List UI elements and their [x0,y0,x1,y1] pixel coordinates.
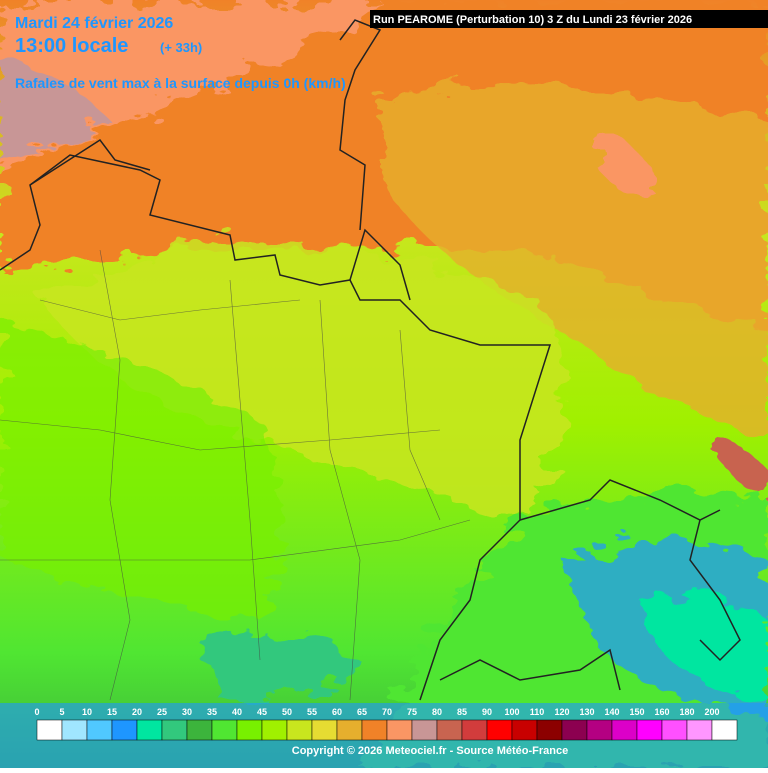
run-info: Run PEAROME (Perturbation 10) 3 Z du Lun… [373,14,692,26]
legend-swatch [236,719,263,741]
legend-label: 90 [482,707,492,717]
legend-swatch [686,719,713,741]
legend-swatch [286,719,313,741]
run-banner [370,10,768,28]
legend-label: 150 [629,707,644,717]
legend-label: 30 [182,707,192,717]
offset: (+ 33h) [160,40,202,55]
date: Mardi 24 février 2026 [15,15,173,32]
legend-swatch [86,719,113,741]
legend-label: 55 [307,707,317,717]
legend-swatch [61,719,88,741]
time: 13:00 locale [15,35,128,57]
legend-label: 160 [654,707,669,717]
legend-swatch [336,719,363,741]
legend-swatch [111,719,138,741]
legend-label: 20 [132,707,142,717]
legend-label: 140 [604,707,619,717]
legend-swatch [461,719,488,741]
legend-label: 200 [704,707,719,717]
legend-swatch [561,719,588,741]
legend-swatch [211,719,238,741]
legend-label: 70 [382,707,392,717]
legend-label: 60 [332,707,342,717]
legend-swatch [361,719,388,741]
legend-label: 35 [207,707,217,717]
legend-label: 5 [59,707,64,717]
legend-label: 100 [504,707,519,717]
legend-swatch [436,719,463,741]
legend-swatch [261,719,288,741]
legend-label: 10 [82,707,92,717]
legend-label: 0 [34,707,39,717]
legend-swatch [136,719,163,741]
legend-swatch [611,719,638,741]
legend-label: 130 [579,707,594,717]
legend-swatch [511,719,538,741]
copyright: Copyright © 2026 Meteociel.fr - Source M… [292,745,568,757]
legend-label: 65 [357,707,367,717]
legend-swatch [586,719,613,741]
legend-swatch [161,719,188,741]
legend-swatch [386,719,413,741]
legend-label: 110 [530,707,545,717]
legend-swatch [636,719,663,741]
legend-swatch [536,719,563,741]
legend-swatch [186,719,213,741]
legend-label: 50 [282,707,292,717]
legend: 0 5 10 15 20 25 30 35 40 45 50 55 60 65 70 75 80 85 90 100 1… [34,707,738,741]
legend-label: 40 [232,707,242,717]
legend-label: 180 [679,707,694,717]
legend-label: 85 [457,707,467,717]
legend-swatch [311,719,338,741]
legend-label: 80 [432,707,442,717]
legend-label: 120 [554,707,569,717]
legend-swatch [36,719,63,741]
legend-label: 45 [257,707,267,717]
legend-label: 25 [157,707,167,717]
legend-label: 15 [107,707,117,717]
legend-swatch [661,719,688,741]
legend-swatch [411,719,438,741]
borders [0,19,741,701]
legend-swatch [711,719,738,741]
subtitle: Rafales de vent max à la surface depuis … [15,75,346,91]
region-borders [0,249,471,701]
legend-label: 75 [407,707,417,717]
legend-swatch [486,719,513,741]
